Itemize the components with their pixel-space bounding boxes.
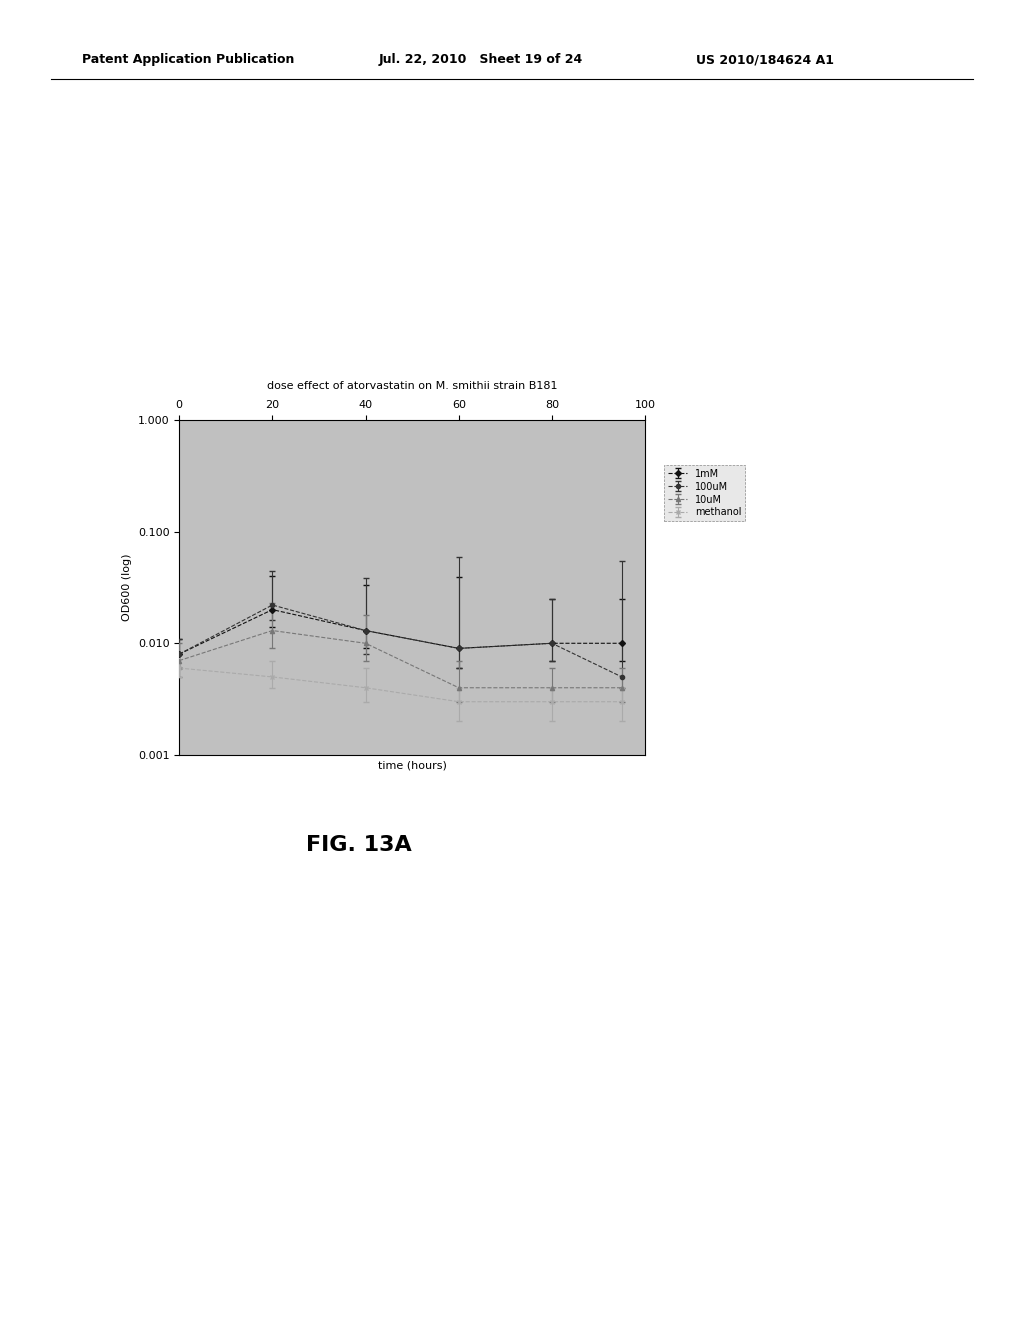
Text: Jul. 22, 2010   Sheet 19 of 24: Jul. 22, 2010 Sheet 19 of 24 (379, 53, 583, 66)
Text: US 2010/184624 A1: US 2010/184624 A1 (696, 53, 835, 66)
Y-axis label: OD600 (log): OD600 (log) (122, 553, 132, 622)
Title: dose effect of atorvastatin on M. smithii strain B181: dose effect of atorvastatin on M. smithi… (267, 381, 557, 391)
Text: FIG. 13A: FIG. 13A (305, 836, 412, 855)
Text: Patent Application Publication: Patent Application Publication (82, 53, 294, 66)
X-axis label: time (hours): time (hours) (378, 760, 446, 771)
Legend: 1mM, 100uM, 10uM, methanol: 1mM, 100uM, 10uM, methanol (664, 465, 745, 521)
